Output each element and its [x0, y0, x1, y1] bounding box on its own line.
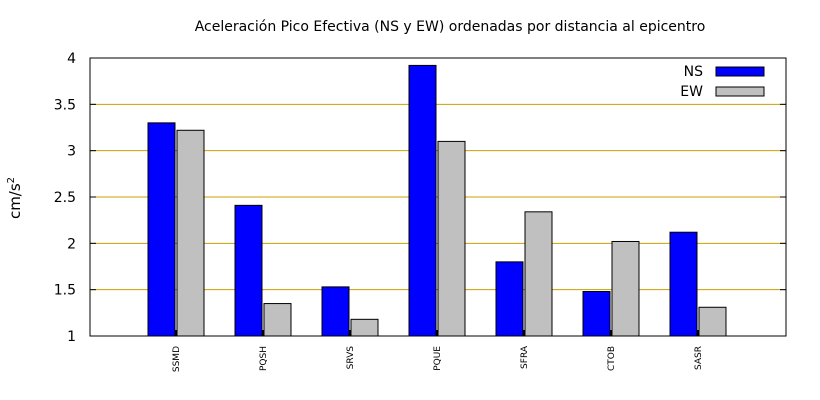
x-category-label: PQUE [433, 346, 443, 371]
x-category-label: PQSH [259, 346, 269, 371]
y-tick-label: 4 [67, 51, 76, 67]
legend-swatch-ns [715, 66, 765, 77]
chart-title: Aceleración Pico Efectiva (NS y EW) orde… [195, 19, 706, 35]
x-axis-categories: SSMD PQSH SRVS PQUE SFRA CTOB SASR [172, 330, 704, 372]
x-category-label: SFRA [520, 345, 530, 369]
bar-ew-sfra [524, 211, 553, 337]
x-category-label: SRVS [346, 346, 356, 370]
bar-ns-pqsh [234, 204, 263, 337]
y-axis-label-superscript: 2 [6, 177, 17, 183]
legend-swatch-ew [715, 86, 765, 97]
y-tick-label: 2.5 [54, 190, 76, 206]
y-tick-label: 1 [67, 329, 76, 345]
y-tick-label: 1.5 [54, 283, 76, 299]
bar-ns-pque [408, 64, 437, 337]
x-category-label: SASR [694, 346, 704, 370]
bar-ns-ssmd [147, 122, 176, 337]
bar-ns-ctob [582, 291, 611, 337]
bar-ew-ssmd [176, 129, 205, 337]
bars [147, 64, 727, 337]
x-category-label: SSMD [172, 346, 182, 372]
legend-label-ns: NS [684, 64, 703, 80]
bar-ew-pque [437, 140, 466, 337]
bar-ns-srvs [321, 286, 350, 337]
bar-ew-ctob [611, 240, 640, 337]
x-category-label: CTOB [607, 346, 617, 371]
y-tick-label: 3 [67, 144, 76, 160]
bar-ns-sfra [495, 261, 524, 337]
y-tick-label: 2 [67, 236, 76, 252]
y-axis-label: cm/s2 [6, 177, 24, 219]
legend-label-ew: EW [680, 84, 703, 100]
y-axis-ticks: 1 1.5 2 2.5 3 3.5 4 [54, 51, 786, 345]
bar-ew-srvs [350, 318, 379, 337]
legend: NS EW [680, 64, 765, 100]
y-tick-label: 3.5 [54, 97, 76, 113]
bar-ew-sasr [698, 306, 727, 337]
bar-ew-pqsh [263, 303, 292, 337]
y-axis-label-unit: cm/s [6, 183, 24, 219]
bar-ns-sasr [669, 231, 698, 337]
